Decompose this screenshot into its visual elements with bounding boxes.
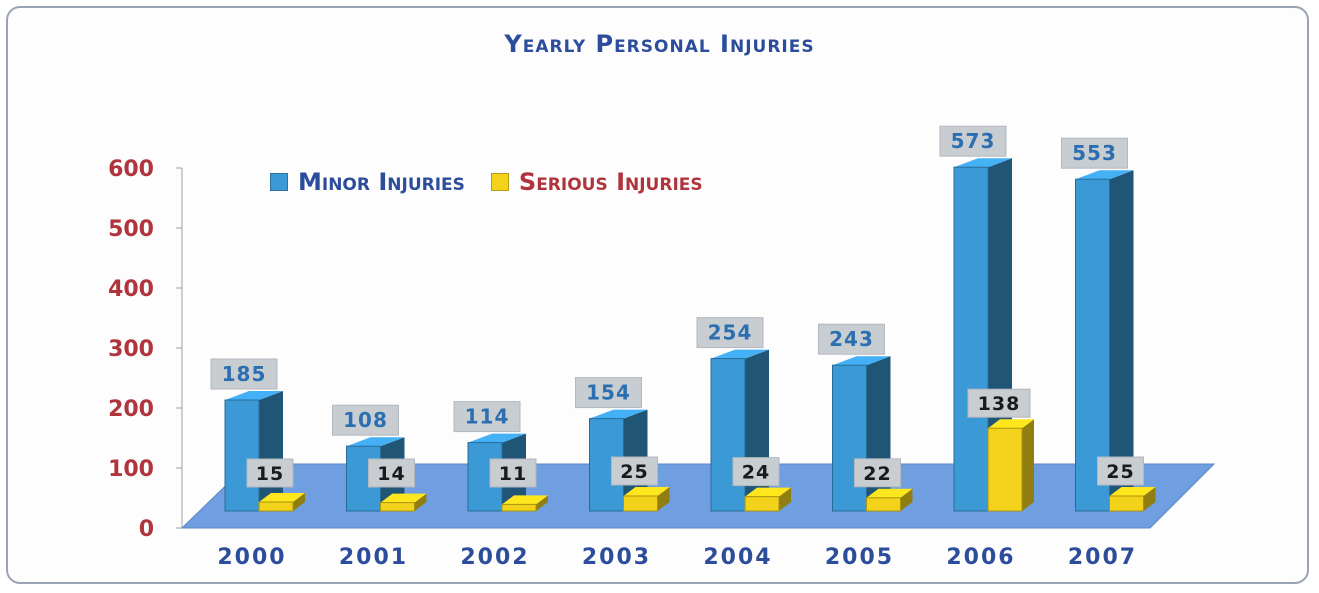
x-category-label: 2005 xyxy=(825,545,894,570)
serious-value-box xyxy=(732,457,780,487)
serious-bar-side xyxy=(657,487,670,511)
minor-bar-top xyxy=(346,437,405,447)
serious-bar-top xyxy=(745,487,791,497)
minor-value-label: 243 xyxy=(829,327,874,351)
serious-value-box xyxy=(967,388,1031,418)
serious-bar-top xyxy=(502,495,548,505)
minor-bar xyxy=(832,364,867,512)
x-category-label: 2003 xyxy=(582,545,651,570)
minor-bar xyxy=(710,358,746,512)
serious-bar-top xyxy=(259,493,305,502)
legend-item-serious: Serious Injuries xyxy=(490,168,703,196)
y-tick-label: 600 xyxy=(108,157,154,182)
minor-bar-top xyxy=(589,409,648,419)
y-tick-label: 100 xyxy=(108,457,154,482)
minor-value-box xyxy=(575,377,642,409)
y-tick-label: 300 xyxy=(108,337,154,362)
serious-bar xyxy=(866,497,901,512)
minor-value-box xyxy=(210,358,278,390)
serious-bar xyxy=(380,502,415,512)
y-tick-label: 400 xyxy=(108,277,154,302)
serious-value-label: 25 xyxy=(620,461,648,483)
minor-value-box xyxy=(696,317,764,349)
serious-value-label: 11 xyxy=(499,463,527,485)
minor-value-label: 108 xyxy=(343,408,388,432)
serious-value-label: 24 xyxy=(742,462,770,484)
serious-value-label: 15 xyxy=(256,463,284,485)
serious-bar xyxy=(744,496,780,512)
minor-value-label: 154 xyxy=(586,381,631,405)
serious-bar-side xyxy=(293,493,305,511)
chart-title: Yearly Personal Injuries xyxy=(504,30,815,58)
serious-bar-side xyxy=(900,488,913,511)
serious-value-label: 138 xyxy=(978,393,1021,415)
x-category-label: 2001 xyxy=(339,545,408,570)
minor-value-box xyxy=(453,401,521,433)
serious-bar-top xyxy=(623,487,670,496)
legend-label-serious: Serious Injuries xyxy=(518,168,703,196)
minor-value-label: 254 xyxy=(708,321,753,345)
minor-bar-top xyxy=(711,349,769,359)
serious-value-box xyxy=(368,458,415,488)
serious-bar xyxy=(258,501,294,512)
minor-value-label: 553 xyxy=(1072,141,1117,165)
minor-value-label: 114 xyxy=(465,405,510,429)
serious-value-box xyxy=(489,458,537,488)
legend-item-minor: Minor Injuries xyxy=(270,168,465,196)
minor-bar-top xyxy=(1075,170,1134,180)
serious-bar-side xyxy=(1143,487,1156,511)
minor-bar-side xyxy=(866,356,891,511)
y-tick-label: 0 xyxy=(139,517,154,542)
minor-value-box xyxy=(818,323,885,355)
serious-bar-side xyxy=(536,495,548,511)
serious-bar-side xyxy=(414,493,427,511)
x-category-label: 2004 xyxy=(703,545,772,570)
serious-value-box xyxy=(854,458,901,488)
y-tick-label: 200 xyxy=(108,397,154,422)
serious-value-box xyxy=(611,456,658,486)
minor-value-box xyxy=(332,404,399,436)
serious-bar-side xyxy=(1022,419,1034,511)
minor-value-box xyxy=(939,125,1007,157)
legend-swatch-minor xyxy=(270,173,288,191)
minor-bar-top xyxy=(225,391,283,400)
x-category-label: 2000 xyxy=(217,545,286,570)
chart-legend: Minor Injuries Serious Injuries xyxy=(270,168,729,196)
serious-bar xyxy=(623,495,658,512)
serious-value-label: 22 xyxy=(863,463,891,485)
serious-value-box xyxy=(1097,456,1144,486)
serious-value-box xyxy=(246,458,294,488)
minor-value-box xyxy=(1061,137,1128,169)
x-category-label: 2007 xyxy=(1068,545,1137,570)
legend-swatch-serious xyxy=(490,173,509,191)
chart-floor xyxy=(180,463,1216,529)
minor-bar-top xyxy=(832,356,891,366)
minor-value-label: 185 xyxy=(222,362,267,386)
x-category-label: 2006 xyxy=(946,545,1015,570)
minor-bar-side xyxy=(1109,170,1134,511)
serious-bar xyxy=(1109,495,1144,512)
legend-label-minor: Minor Injuries xyxy=(298,168,465,196)
serious-bar xyxy=(987,427,1023,512)
minor-bar xyxy=(224,399,260,512)
minor-bar-top xyxy=(954,158,1012,168)
minor-bar-side xyxy=(745,349,769,511)
serious-bar-top xyxy=(1109,487,1156,496)
serious-value-label: 25 xyxy=(1106,461,1134,483)
minor-bar-top xyxy=(468,433,526,443)
y-tick-label: 500 xyxy=(108,217,154,242)
x-category-label: 2002 xyxy=(460,545,529,570)
minor-bar xyxy=(1075,178,1110,512)
minor-bar xyxy=(953,166,989,512)
serious-bar-top xyxy=(866,488,913,498)
minor-value-label: 573 xyxy=(951,129,996,153)
serious-bar-top xyxy=(380,493,427,503)
serious-bar-side xyxy=(779,487,791,511)
serious-value-label: 14 xyxy=(377,463,405,485)
serious-bar-top xyxy=(988,419,1034,429)
serious-bar xyxy=(501,503,537,512)
